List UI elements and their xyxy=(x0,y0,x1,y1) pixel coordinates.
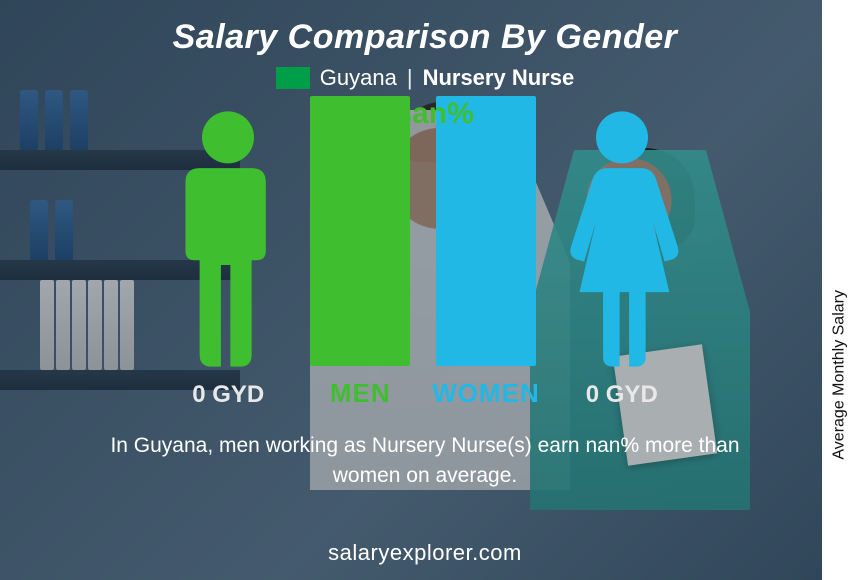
female-value-label: 0 GYD xyxy=(586,381,658,409)
men-bar-column: MEN xyxy=(310,96,410,409)
page-title: Salary Comparison By Gender xyxy=(40,18,810,57)
male-value-label: 0 GYD xyxy=(192,381,264,409)
male-icon xyxy=(168,109,288,369)
women-category-label: WOMEN xyxy=(432,378,540,409)
comparison-chart: +nan% 0 GYD MEN WOMEN 0 GYD xyxy=(40,109,810,409)
female-pictogram-column: 0 GYD xyxy=(562,109,682,409)
subtitle: Guyana | Nursery Nurse xyxy=(40,65,810,91)
women-bar xyxy=(436,96,536,366)
content-area: Salary Comparison By Gender Guyana | Nur… xyxy=(0,0,850,580)
source-footer: salaryexplorer.com xyxy=(0,540,850,566)
country-label: Guyana xyxy=(320,65,397,91)
male-pictogram-column: 0 GYD xyxy=(168,109,288,409)
separator: | xyxy=(407,65,413,91)
men-bar xyxy=(310,96,410,366)
men-category-label: MEN xyxy=(330,378,391,409)
percent-diff-label: +nan% xyxy=(376,97,474,131)
job-label: Nursery Nurse xyxy=(423,65,575,91)
female-icon xyxy=(562,109,682,369)
guyana-flag-icon xyxy=(276,67,310,89)
caption-text: In Guyana, men working as Nursery Nurse(… xyxy=(40,431,810,492)
women-bar-column: WOMEN xyxy=(432,96,540,409)
